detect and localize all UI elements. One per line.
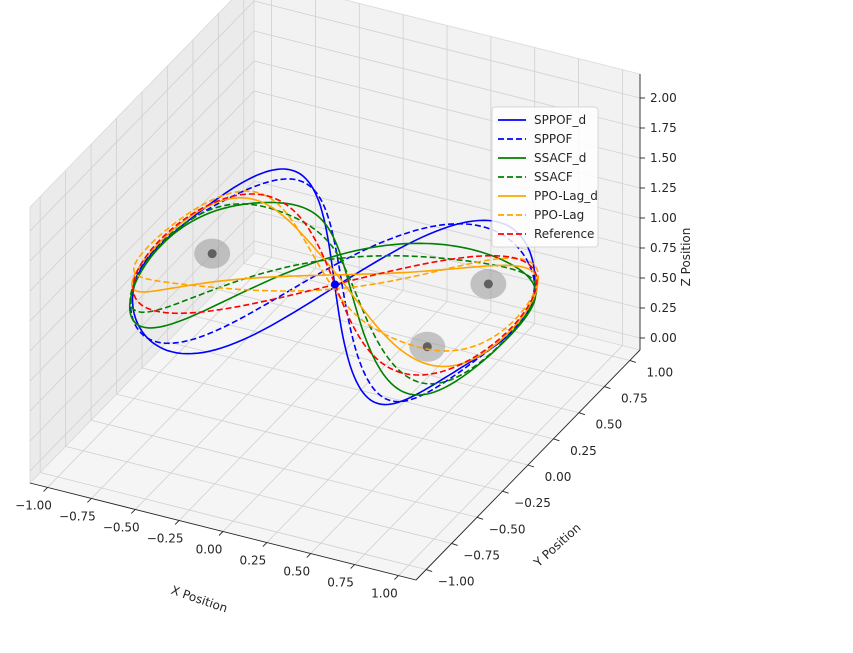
y-tick-label: 1.00 — [646, 365, 673, 379]
x-tick — [218, 531, 224, 536]
obstacle-center — [207, 249, 217, 259]
x-tick — [87, 498, 92, 503]
y-tick — [553, 438, 560, 442]
z-tick-label: 0.75 — [650, 241, 677, 255]
x-axis-label: X Position — [169, 583, 229, 615]
y-axis-label: Y Position — [530, 520, 583, 570]
gridline — [29, 60, 255, 292]
legend-box — [491, 106, 599, 248]
obstacles — [194, 238, 507, 362]
start-marker — [331, 280, 339, 289]
y-tick-label: −0.75 — [463, 548, 500, 562]
gridline — [29, 240, 255, 472]
x-tick — [174, 520, 180, 525]
gridline — [65, 446, 452, 544]
x-tick-label: 1.00 — [371, 587, 398, 601]
x-tick-label: 0.00 — [196, 543, 223, 557]
y-tick — [426, 569, 433, 572]
y-tick — [604, 386, 611, 390]
z-tick-label: 1.25 — [650, 181, 677, 195]
y-tick-label: −1.00 — [438, 575, 475, 589]
series-line-SSACF — [129, 203, 538, 385]
gridline — [29, 30, 255, 262]
y-tick — [502, 490, 509, 494]
z-axis-label: Z Position — [679, 228, 693, 287]
series-line-SSACF_d — [128, 201, 537, 396]
z-tick-label: 1.75 — [650, 121, 677, 135]
gridline — [253, 240, 641, 339]
gridline — [253, 180, 641, 279]
gridline — [253, 210, 641, 309]
y-tick-label: 0.75 — [621, 392, 648, 406]
x-tick — [394, 575, 399, 580]
y-tick-label: 0.50 — [596, 418, 623, 432]
y-tick — [629, 360, 636, 363]
y-tick-label: 0.25 — [570, 444, 597, 458]
y-tick — [578, 412, 586, 416]
y-tick-label: −0.25 — [514, 496, 551, 510]
legend-label: SSACF_d — [534, 151, 586, 165]
gridline — [192, 315, 580, 414]
gridline — [90, 419, 478, 518]
gridline — [29, 0, 255, 232]
x-tick-label: 0.25 — [240, 554, 267, 568]
y-tick — [476, 516, 484, 520]
series-line-SPPOF — [129, 178, 536, 403]
x-tick-label: 0.75 — [327, 576, 354, 590]
x-tick-label: 0.50 — [283, 565, 310, 579]
tick-labels: −1.00 −0.75 −0.50 −0.25 0.00 0.25 0.50 0.75 1.00… — [15, 91, 677, 601]
x-tick-label: −0.50 — [103, 520, 140, 534]
legend-label: SPPOF — [534, 132, 573, 146]
x-tick — [43, 487, 48, 492]
z-tick-label: 1.00 — [650, 211, 677, 225]
z-tick-label: 2.00 — [650, 91, 677, 105]
tick-marks — [43, 97, 645, 580]
legend-label: PPO-Lag — [534, 208, 584, 222]
z-tick-label: 0.25 — [650, 301, 677, 315]
x-tick-label: −0.25 — [147, 531, 184, 545]
y-tick-label: −0.50 — [489, 522, 526, 536]
x-tick — [130, 509, 136, 514]
series-line-PPO-Lag — [133, 190, 540, 352]
z-tick-label: 0.00 — [650, 331, 677, 345]
x-tick-label: −1.00 — [15, 498, 52, 512]
gridline — [253, 0, 641, 99]
legend-label: PPO-Lag_d — [534, 189, 598, 203]
x-tick-label: −0.75 — [59, 509, 96, 523]
legend: SPPOF_d SPPOF SSACF_d SSACF PPO-Lag_d PPO-Lag… — [491, 106, 599, 248]
legend-label: SSACF — [534, 170, 573, 184]
trajectory-series — [128, 168, 540, 406]
gridline — [29, 180, 255, 412]
x-tick — [262, 542, 268, 547]
z-tick-label: 1.50 — [650, 151, 677, 165]
obstacle-center — [483, 279, 493, 289]
x-tick — [350, 564, 355, 569]
gridline — [116, 393, 503, 492]
gridline — [29, 90, 255, 322]
z-tick-label: 0.50 — [650, 271, 677, 285]
legend-label: SPPOF_d — [534, 113, 586, 127]
y-tick-label: 0.00 — [545, 470, 572, 484]
gridline — [29, 120, 255, 352]
x-tick — [306, 553, 312, 558]
y-tick — [527, 464, 535, 468]
gridline — [218, 289, 605, 387]
gridline — [141, 367, 529, 466]
legend-label: Reference — [534, 227, 594, 241]
y-tick — [451, 542, 458, 546]
gridline — [243, 263, 630, 361]
gridline — [40, 472, 427, 570]
